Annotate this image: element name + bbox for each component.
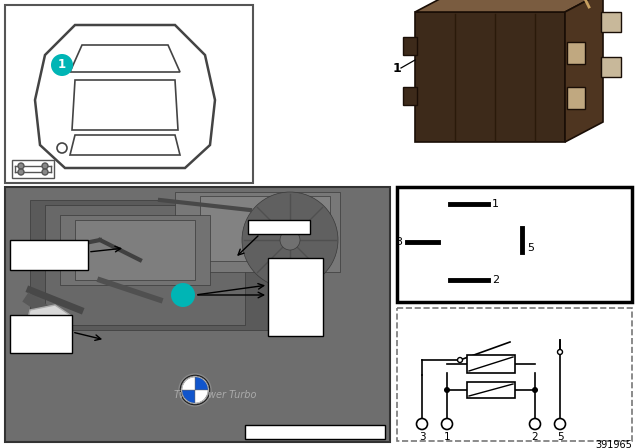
Bar xyxy=(403,37,417,55)
Text: Z10*30B: Z10*30B xyxy=(13,254,52,263)
Text: M87: M87 xyxy=(13,318,32,327)
Circle shape xyxy=(529,418,541,430)
Text: Z10*20B: Z10*20B xyxy=(13,243,52,252)
Polygon shape xyxy=(25,305,70,345)
Text: 3: 3 xyxy=(395,237,402,247)
Bar xyxy=(397,308,632,441)
Circle shape xyxy=(442,418,452,430)
Bar xyxy=(10,315,72,353)
Circle shape xyxy=(417,418,428,430)
Circle shape xyxy=(171,283,195,307)
Bar xyxy=(175,192,340,272)
Circle shape xyxy=(554,418,566,430)
Circle shape xyxy=(57,143,67,153)
Bar xyxy=(75,220,195,280)
Text: 391965: 391965 xyxy=(595,440,632,448)
Circle shape xyxy=(18,169,24,175)
Polygon shape xyxy=(415,0,603,12)
Bar xyxy=(10,240,88,270)
Polygon shape xyxy=(565,0,603,142)
Text: M87*1B: M87*1B xyxy=(13,330,49,339)
Text: 1: 1 xyxy=(393,61,402,74)
Wedge shape xyxy=(182,390,195,403)
Circle shape xyxy=(42,169,48,175)
Wedge shape xyxy=(182,377,195,390)
Bar xyxy=(268,258,323,336)
Text: K5: K5 xyxy=(271,262,283,271)
Text: 2: 2 xyxy=(492,275,499,285)
Bar xyxy=(467,382,515,398)
Text: K5*2B: K5*2B xyxy=(271,290,299,299)
Circle shape xyxy=(458,358,463,362)
Bar xyxy=(248,220,310,234)
Bar xyxy=(601,57,621,77)
Text: K5*3B: K5*3B xyxy=(271,304,299,313)
Text: X430*1B: X430*1B xyxy=(251,222,291,231)
Text: 5: 5 xyxy=(557,432,563,442)
Polygon shape xyxy=(415,12,565,142)
Circle shape xyxy=(42,163,48,169)
Bar xyxy=(5,5,253,183)
Circle shape xyxy=(18,163,24,169)
Text: K5*1B: K5*1B xyxy=(271,276,299,285)
Text: K5*4B: K5*4B xyxy=(271,318,299,327)
Text: 3: 3 xyxy=(419,432,426,442)
Text: 1: 1 xyxy=(492,199,499,209)
Text: 5: 5 xyxy=(527,243,534,253)
Text: TwinPower Turbo: TwinPower Turbo xyxy=(173,390,256,400)
Bar xyxy=(200,196,330,261)
Circle shape xyxy=(181,376,209,404)
Bar xyxy=(403,87,417,105)
Wedge shape xyxy=(195,377,208,390)
Wedge shape xyxy=(195,390,208,403)
Bar xyxy=(245,425,385,439)
Bar xyxy=(60,215,210,285)
Bar xyxy=(567,42,585,64)
Text: 1: 1 xyxy=(179,289,187,302)
Circle shape xyxy=(51,54,73,76)
Bar xyxy=(12,160,54,178)
Text: 2: 2 xyxy=(532,432,538,442)
Text: 1: 1 xyxy=(444,432,451,442)
Bar xyxy=(5,187,390,442)
Circle shape xyxy=(179,374,211,406)
Bar xyxy=(30,200,270,330)
Bar xyxy=(45,205,245,325)
Text: M87*2B: M87*2B xyxy=(13,342,49,351)
Bar xyxy=(467,355,515,373)
Text: EO0000000114: EO0000000114 xyxy=(280,427,350,436)
Circle shape xyxy=(444,387,450,393)
Bar xyxy=(567,87,585,109)
Text: 1: 1 xyxy=(58,59,66,72)
Circle shape xyxy=(280,230,300,250)
Circle shape xyxy=(532,387,538,393)
Circle shape xyxy=(557,349,563,354)
Circle shape xyxy=(242,192,338,288)
Bar xyxy=(397,187,632,302)
Bar xyxy=(601,12,621,32)
